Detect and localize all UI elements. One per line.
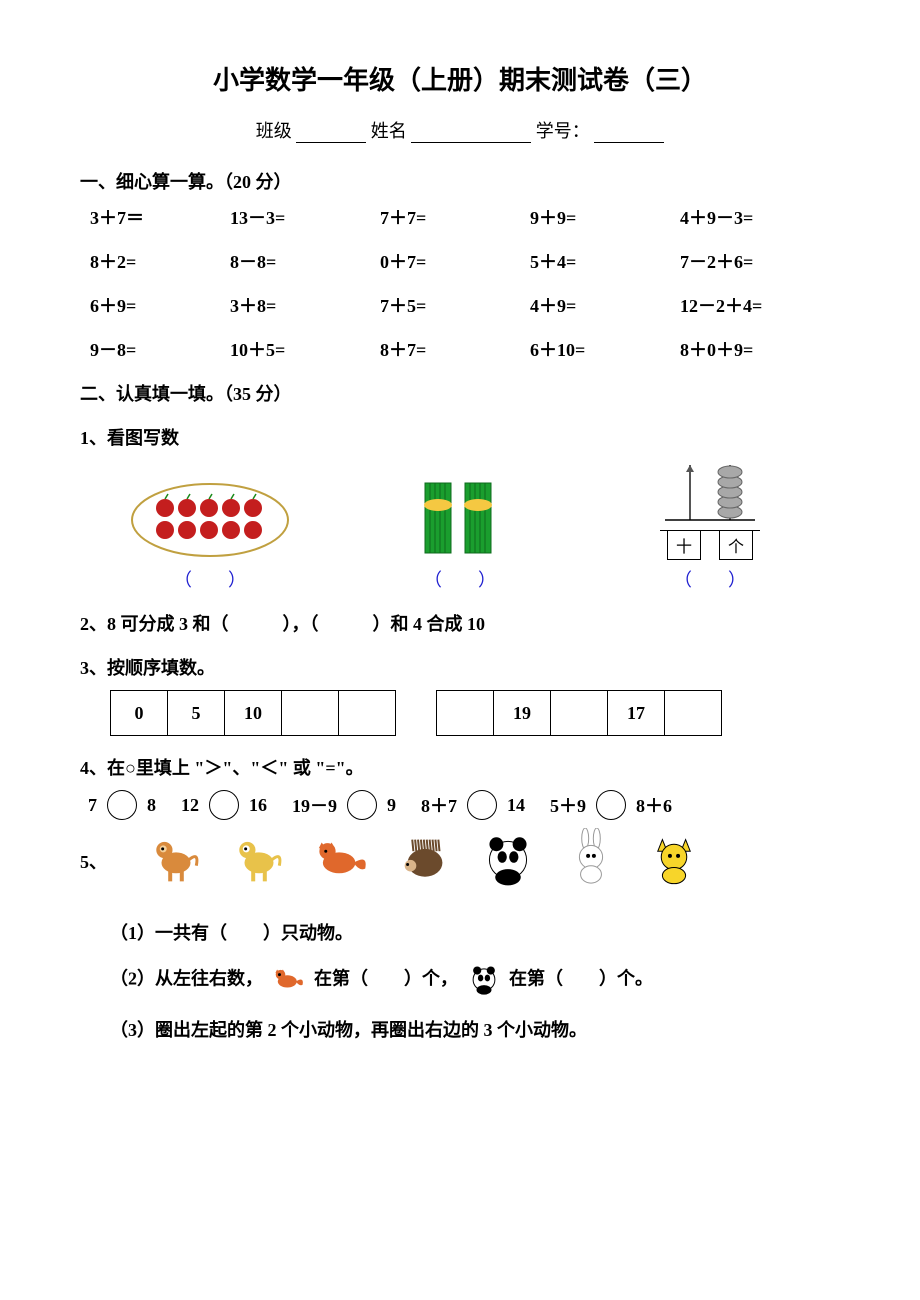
calc-cell: 9＋9= xyxy=(530,204,680,230)
q5-2a: （2）从左往右数， xyxy=(110,969,263,989)
calc-cell: 7－2＋6= xyxy=(680,248,850,274)
calc-cell: 4＋9－3= xyxy=(680,204,850,230)
q4-label: 4、在○里填上 "＞"、"＜" 或 "="。 xyxy=(80,754,840,780)
calc-cell: 8－8= xyxy=(230,248,380,274)
calc-cell: 12－2＋4= xyxy=(680,292,850,318)
seq-cell: 10 xyxy=(225,691,282,736)
class-label: 班级 xyxy=(256,121,292,141)
name-label: 姓名 xyxy=(371,121,407,141)
q5-3: （3）圈出左起的第 2 个小动物，再圈出右边的 3 个小动物。 xyxy=(110,1016,840,1042)
calc-cell: 7＋7= xyxy=(380,204,530,230)
sequence-tables: 0 5 10 19 17 xyxy=(110,690,840,736)
calc-cell: 7＋5= xyxy=(380,292,530,318)
q1-pictures: （ ） （ ） xyxy=(85,460,835,592)
answer-paren: （ ） xyxy=(360,566,560,592)
hedgehog-icon xyxy=(396,828,454,891)
calc-cell: 3＋8= xyxy=(230,292,380,318)
cmp-left: 8＋7 xyxy=(421,792,457,818)
rabbit-icon xyxy=(562,828,620,891)
calc-cell: 4＋9= xyxy=(530,292,680,318)
cmp-right: 16 xyxy=(249,795,267,816)
seq-cell: 19 xyxy=(494,691,551,736)
ten-label: 十 xyxy=(667,531,701,560)
answer-paren: （ ） xyxy=(610,566,810,592)
seq-cell xyxy=(339,691,396,736)
calc-cell: 10＋5= xyxy=(230,336,380,362)
seq-cell: 0 xyxy=(111,691,168,736)
q5-2c: 在第（ ）个。 xyxy=(509,969,653,989)
cmp-right: 8 xyxy=(147,795,156,816)
cmp-left: 5＋9 xyxy=(550,792,586,818)
calc-cell: 5＋4= xyxy=(530,248,680,274)
abacus-block: 十 个 （ ） xyxy=(610,460,810,592)
cmp-right: 8＋6 xyxy=(636,792,672,818)
id-blank xyxy=(594,122,664,143)
q5-label: 5、 xyxy=(80,848,107,874)
cmp-left: 19－9 xyxy=(292,792,337,818)
seq-cell xyxy=(282,691,339,736)
compare-circle xyxy=(107,790,137,820)
class-blank xyxy=(296,122,366,143)
calc-cell: 6＋9= xyxy=(90,292,230,318)
calc-cell: 8＋0＋9= xyxy=(680,336,850,362)
page-title: 小学数学一年级（上册）期末测试卷（三） xyxy=(80,60,840,97)
compare-circle xyxy=(209,790,239,820)
calc-grid: 3＋7＝ 13－3= 7＋7= 9＋9= 4＋9－3= 8＋2= 8－8= 0＋… xyxy=(90,204,840,362)
q3-label: 3、按顺序填数。 xyxy=(80,654,840,680)
seq-cell xyxy=(437,691,494,736)
one-label: 个 xyxy=(719,531,753,560)
calc-cell: 0＋7= xyxy=(380,248,530,274)
seq-table-a: 0 5 10 xyxy=(110,690,396,736)
apples-block: （ ） xyxy=(110,480,310,592)
sticks-block: （ ） xyxy=(360,475,560,592)
q1-label: 1、看图写数 xyxy=(80,424,840,450)
compare-circle xyxy=(467,790,497,820)
compare-row: 7 8 12 16 19－9 9 8＋7 14 5＋9 8＋6 xyxy=(88,790,840,820)
seq-cell: 5 xyxy=(168,691,225,736)
q5-2b: 在第（ ）个， xyxy=(314,969,458,989)
seq-cell xyxy=(551,691,608,736)
calc-cell: 9－8= xyxy=(90,336,230,362)
q2-text: 2、8 可分成 3 和（ ），（ ）和 4 合成 10 xyxy=(80,610,840,636)
compare-circle xyxy=(347,790,377,820)
q5-2: （2）从左往右数， 在第（ ）个， 在第（ ）个。 xyxy=(110,961,840,1000)
name-blank xyxy=(411,122,531,143)
student-info-line: 班级 姓名 学号： xyxy=(80,117,840,143)
panda-inline-icon xyxy=(467,961,501,1000)
q5-1: （1）一共有（ ）只动物。 xyxy=(110,919,840,945)
calc-cell: 3＋7＝ xyxy=(90,204,230,230)
section-1-heading: 一、细心算一算。（20 分） xyxy=(80,168,840,194)
calc-cell: 8＋2= xyxy=(90,248,230,274)
cmp-right: 14 xyxy=(507,795,525,816)
seq-cell xyxy=(665,691,722,736)
answer-paren: （ ） xyxy=(110,566,310,592)
fox-inline-icon xyxy=(272,961,306,1000)
sticks-icon xyxy=(400,475,520,560)
abacus-labels: 十 个 xyxy=(660,530,760,560)
dog-icon xyxy=(230,828,288,891)
fox-icon xyxy=(313,828,371,891)
cmp-left: 7 xyxy=(88,795,97,816)
monkey-icon xyxy=(147,828,205,891)
calc-cell: 8＋7= xyxy=(380,336,530,362)
cmp-right: 9 xyxy=(387,795,396,816)
abacus-icon xyxy=(655,460,765,530)
id-label: 学号： xyxy=(536,121,590,141)
seq-cell: 17 xyxy=(608,691,665,736)
calc-cell: 13－3= xyxy=(230,204,380,230)
animal-row xyxy=(147,828,703,891)
compare-circle xyxy=(596,790,626,820)
cmp-left: 12 xyxy=(181,795,199,816)
seq-table-b: 19 17 xyxy=(436,690,722,736)
section-2-heading: 二、认真填一填。（35 分） xyxy=(80,380,840,406)
cat-icon xyxy=(645,828,703,891)
calc-cell: 6＋10= xyxy=(530,336,680,362)
panda-icon xyxy=(479,828,537,891)
apples-icon xyxy=(130,480,290,560)
